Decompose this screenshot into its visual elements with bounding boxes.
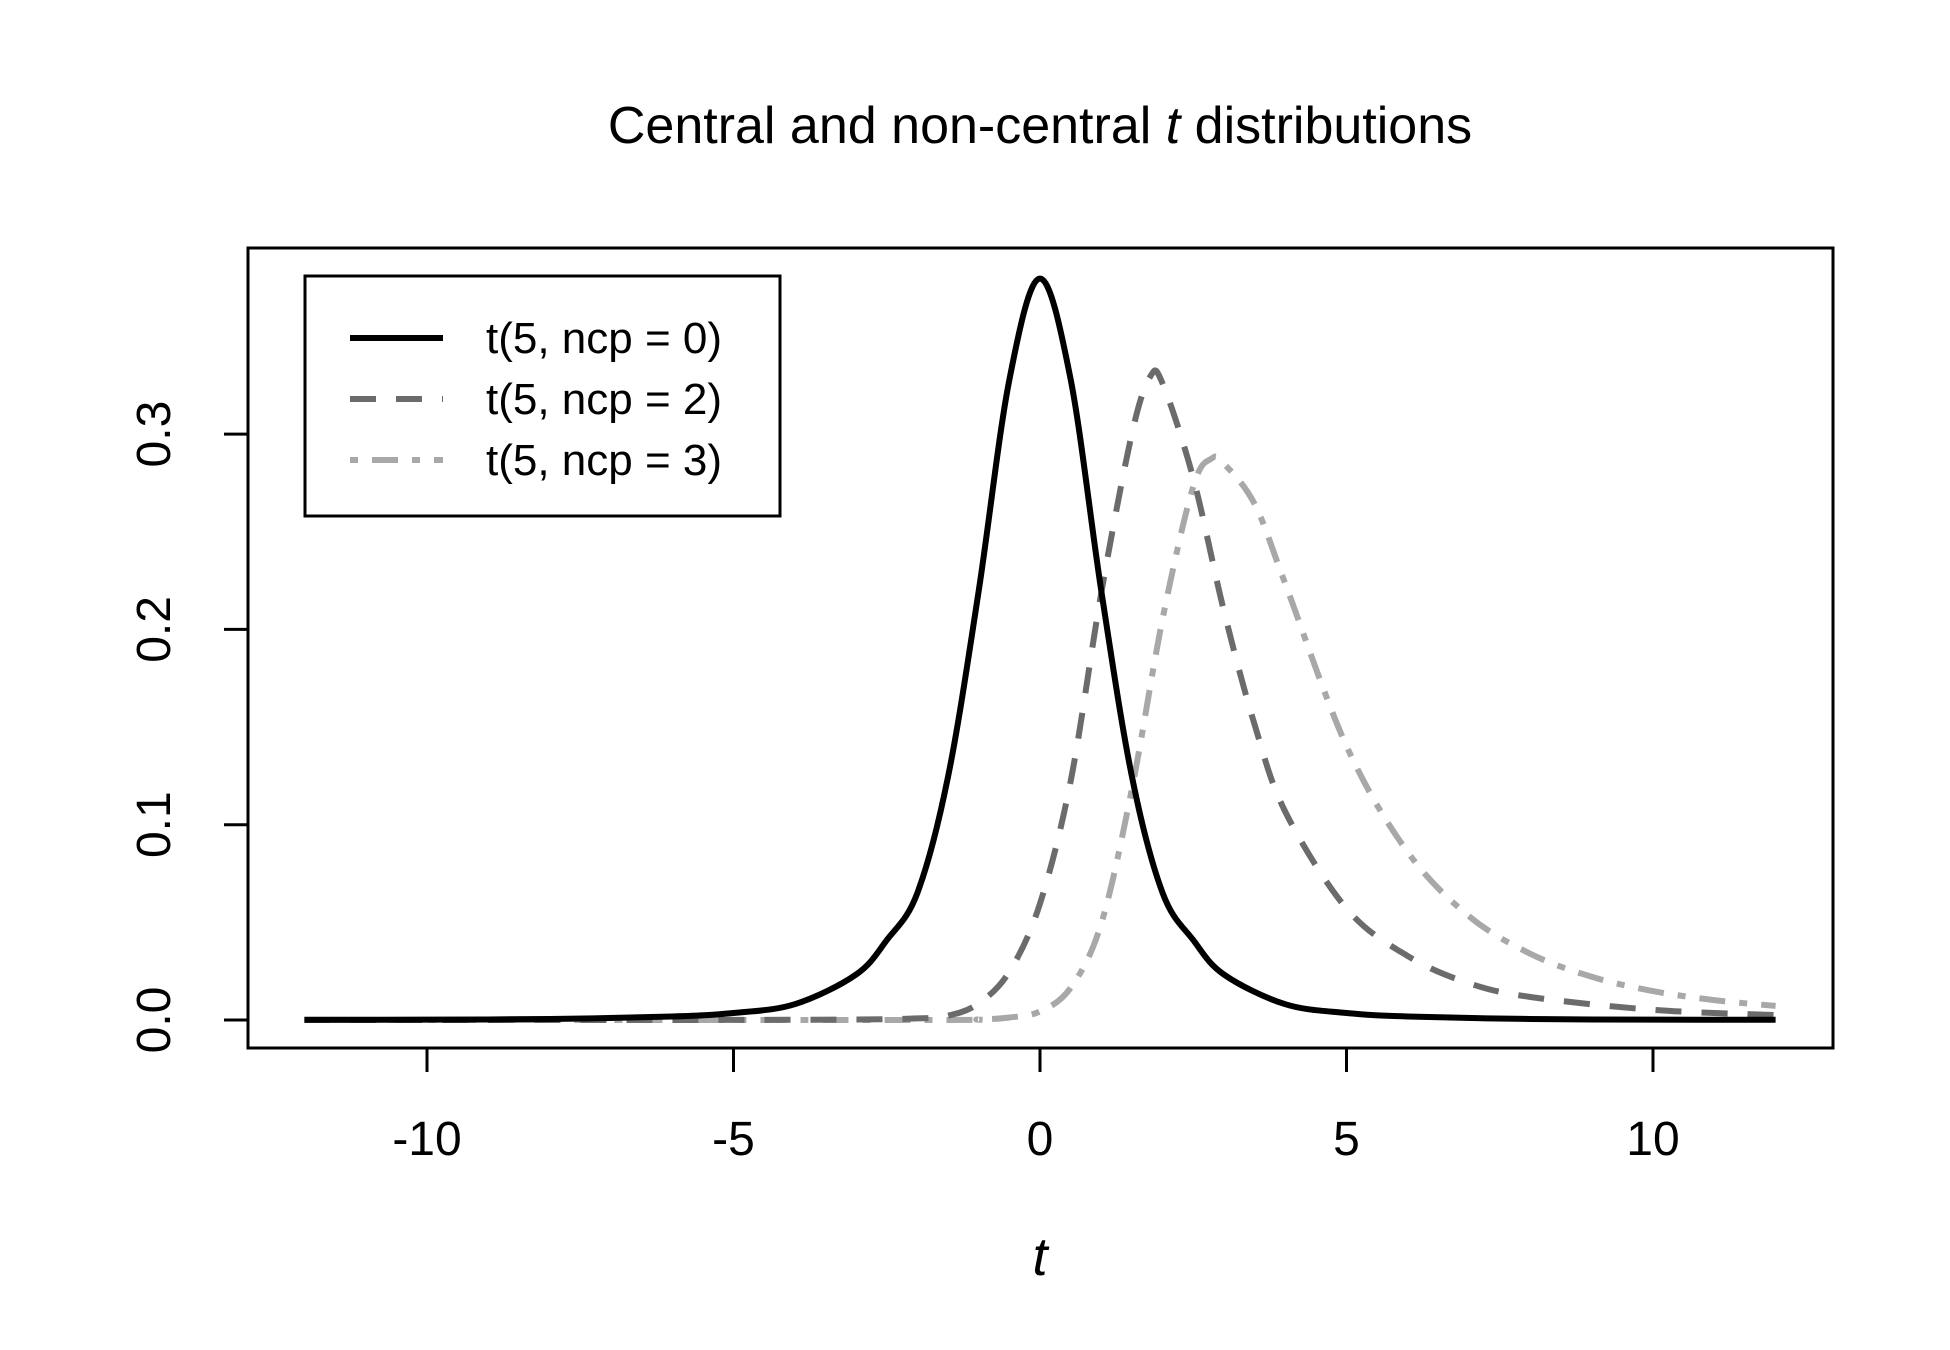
- chart-title-pre: Central and non-central: [608, 97, 1166, 155]
- chart-title: Central and non-central t distributions: [608, 97, 1472, 155]
- x-tick-label: -10: [392, 1113, 461, 1166]
- x-tick-label: -5: [712, 1113, 755, 1166]
- legend-label-1: t(5, ncp = 2): [486, 375, 722, 424]
- x-axis: -10 -5 0 5 10: [392, 1046, 1680, 1166]
- y-axis: 0.0 0.1 0.2 0.3: [128, 401, 250, 1054]
- series-line-2: [304, 453, 1776, 1024]
- y-tick-label: 0.3: [128, 401, 181, 468]
- legend-label-0: t(5, ncp = 0): [486, 314, 722, 363]
- x-tick-label: 0: [1027, 1113, 1054, 1166]
- legend: t(5, ncp = 0) t(5, ncp = 2) t(5, ncp = 3): [303, 274, 782, 518]
- x-tick-label: 10: [1626, 1113, 1679, 1166]
- legend-label-2: t(5, ncp = 3): [486, 436, 722, 485]
- x-tick-label: 5: [1333, 1113, 1360, 1166]
- y-tick-label: 0.1: [128, 791, 181, 858]
- y-tick-label: 0.2: [128, 596, 181, 663]
- series-line-0: [304, 275, 1776, 1023]
- series-layer: [304, 275, 1776, 1024]
- chart-title-var: t: [1166, 97, 1183, 155]
- x-axis-label: t: [1032, 1227, 1049, 1287]
- series-line-1: [304, 367, 1776, 1024]
- chart-title-post: distributions: [1180, 97, 1472, 155]
- legend-box: [303, 274, 782, 518]
- y-tick-label: 0.0: [128, 987, 181, 1054]
